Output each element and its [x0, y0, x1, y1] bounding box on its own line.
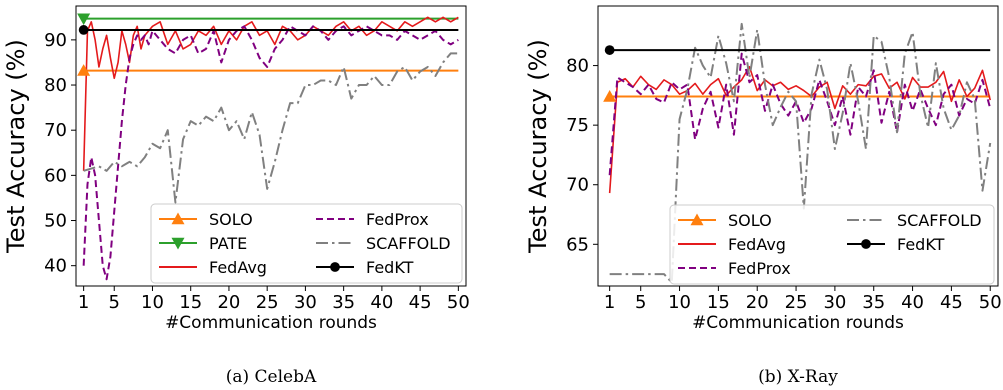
celeba-legend-label-pate: PATE: [209, 234, 247, 253]
xray-series-fedkt-marker: [604, 45, 615, 55]
xray-legend-marker-solo: [690, 213, 704, 226]
celeba-legend-label-solo: SOLO: [209, 210, 253, 229]
celeba-legend-marker-pate: [171, 237, 185, 250]
celeba-y-tick-label: 40: [44, 256, 67, 277]
celeba-x-tick-label: 30: [294, 292, 317, 313]
xray-series-solo-marker: [603, 90, 617, 102]
xray-chart: 1 5 10 15 20 25 30 35 40 45 50 65 70 75 80 #Communicati…: [524, 5, 1002, 387]
xray-legend-label-fedkt: FedKT: [897, 235, 945, 254]
celeba-x-tick-label: 40: [370, 292, 393, 313]
xray-plot-frame: [597, 5, 999, 287]
celeba-legend-marker-solo: [171, 212, 185, 225]
celeba-x-tick-label: 25: [256, 292, 279, 313]
celeba-y-tick-label: 80: [44, 75, 67, 96]
celeba-y-tick-label: 70: [44, 120, 67, 141]
celeba-chart: 1 5 10 15 20 25 30 35 40 45 50 40 50 60 70 80 90 #Communi…: [2, 5, 470, 387]
xray-series-fedavg-line: [608, 65, 992, 194]
celeba-plot-frame: [75, 5, 467, 287]
xray-x-tick-label: 45: [940, 292, 963, 313]
celeba-y-tick-label: 50: [44, 211, 67, 232]
celeba-legend-label-scaffold: SCAFFOLD: [366, 234, 451, 253]
xray-x-tick-label: 10: [668, 292, 691, 313]
xray-y-tick-label: 70: [566, 175, 589, 196]
celeba-legend-marker-fedkt: [330, 262, 340, 272]
xray-legend-label-scaffold: SCAFFOLD: [897, 211, 982, 230]
celeba-series-scaffold-line: [83, 52, 459, 204]
xray-x-tick-label: 35: [862, 292, 885, 313]
celeba-legend-label-fedavg: FedAvg: [209, 258, 267, 277]
xray-y-tick-label: 65: [566, 234, 589, 255]
celeba-y-tick-label: 90: [44, 30, 67, 51]
celeba-x-tick-label: 5: [109, 292, 120, 313]
celeba-x-tick-label: 20: [217, 292, 240, 313]
celeba-x-axis-label: #Communication rounds: [165, 313, 377, 333]
xray-y-tick-label: 80: [566, 56, 589, 77]
xray-x-tick-label: 20: [746, 292, 769, 313]
xray-x-tick-label: 40: [901, 292, 924, 313]
celeba-legend-label-fedkt: FedKT: [366, 258, 414, 277]
xray-y-tick-label: 75: [566, 115, 589, 136]
celeba-x-tick-label: 35: [332, 292, 355, 313]
celeba-x-tick-label: 45: [409, 292, 432, 313]
xray-legend-label-solo: SOLO: [728, 211, 772, 230]
celeba-series-fedavg-line: [82, 16, 459, 171]
xray-legend-label-fedprox: FedProx: [728, 259, 791, 278]
celeba-x-tick-label: 50: [447, 292, 470, 313]
celeba-series-pate-marker: [77, 13, 91, 26]
xray-caption: (b) X-Ray: [758, 367, 838, 387]
celeba-x-tick-label: 1: [78, 292, 89, 313]
xray-series-fedprox-line: [608, 52, 992, 176]
xray-x-tick-label: 30: [823, 292, 846, 313]
xray-legend-label-fedavg: FedAvg: [728, 235, 786, 254]
celeba-y-tick-label: 60: [44, 165, 67, 186]
xray-legend: [669, 204, 995, 285]
xray-x-axis-label: #Communication rounds: [692, 313, 904, 333]
celeba-legend: [150, 203, 463, 284]
celeba-x-tick-label: 15: [179, 292, 202, 313]
celeba-series-fedkt-marker: [78, 25, 89, 35]
xray-x-tick-label: 15: [707, 292, 730, 313]
xray-legend-marker-fedkt: [861, 239, 871, 249]
xray-x-tick-label: 25: [785, 292, 808, 313]
xray-x-tick-label: 1: [604, 292, 615, 313]
celeba-y-axis-label: Test Accuracy (%): [2, 39, 30, 254]
celeba-series-solo-marker: [77, 64, 91, 76]
celeba-x-tick-label: 10: [141, 292, 164, 313]
celeba-legend-label-fedprox: FedProx: [366, 210, 429, 229]
xray-y-axis-label: Test Accuracy (%): [524, 39, 552, 254]
xray-x-tick-label: 50: [979, 292, 1002, 313]
xray-x-tick-label: 5: [635, 292, 646, 313]
celeba-caption: (a) CelebA: [226, 367, 317, 387]
